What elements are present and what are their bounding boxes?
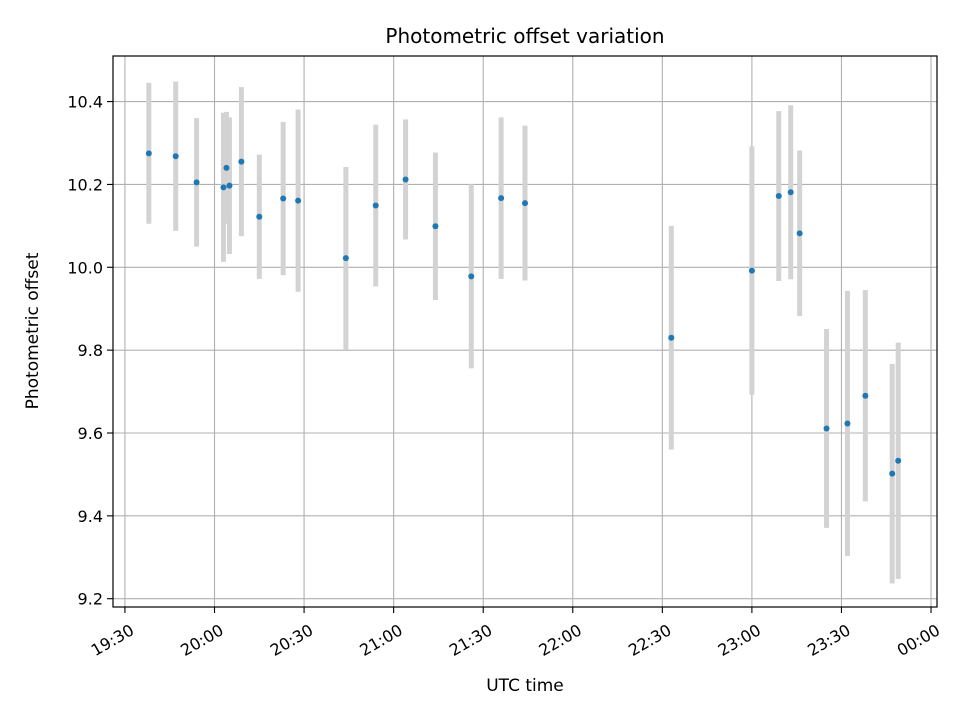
data-point: [823, 425, 830, 432]
data-point: [223, 164, 230, 171]
y-axis-title: Photometric offset: [23, 252, 43, 409]
data-point: [193, 179, 200, 186]
x-axis: 19:30 20:00 20:30 21:00 21:30 22:00 22:30 23:00…: [88, 607, 943, 660]
x-tick-label: 21:00: [356, 620, 405, 660]
y-tick-label: 9.2: [78, 590, 103, 609]
data-point: [432, 223, 439, 230]
data-point: [280, 195, 287, 202]
y-tick-label: 10.2: [67, 175, 103, 194]
data-point: [668, 334, 675, 341]
x-tick-label: 22:30: [625, 620, 674, 660]
y-tick-label: 10.0: [67, 258, 103, 277]
data-point: [226, 182, 233, 189]
data-point: [172, 153, 179, 160]
data-point: [498, 195, 505, 202]
data-point: [295, 197, 302, 204]
data-point: [468, 273, 475, 280]
data-point: [402, 176, 409, 183]
data-point: [862, 392, 869, 399]
x-tick-label: 23:00: [715, 620, 764, 660]
data-points: [145, 150, 902, 477]
data-point: [238, 158, 245, 165]
x-tick-label: 20:00: [177, 620, 226, 660]
data-point: [889, 470, 896, 477]
data-point: [372, 202, 379, 209]
error-bars: [146, 81, 901, 584]
y-axis: 9.2 9.4 9.6 9.8 10.0 10.2 10.4: [67, 93, 113, 609]
data-point: [256, 213, 263, 220]
x-tick-label: 20:30: [267, 620, 316, 660]
data-point: [895, 457, 902, 464]
x-axis-title: UTC time: [486, 676, 564, 696]
chart-title: Photometric offset variation: [385, 24, 664, 48]
x-tick-label: 21:30: [446, 620, 495, 660]
data-point: [775, 193, 782, 200]
data-point: [522, 200, 528, 207]
x-tick-label: 00:00: [894, 620, 943, 660]
x-tick-label: 22:00: [536, 620, 585, 660]
y-tick-label: 9.8: [78, 341, 103, 360]
y-tick-label: 9.6: [78, 424, 103, 443]
grid: [113, 56, 937, 607]
data-point: [796, 230, 803, 237]
data-point: [145, 150, 152, 157]
data-point: [220, 184, 227, 191]
x-tick-label: 23:30: [804, 620, 853, 660]
plot-frame: [112, 55, 938, 608]
data-point: [787, 189, 794, 196]
data-point: [748, 267, 755, 274]
data-point: [844, 420, 851, 427]
data-point: [342, 255, 349, 262]
x-tick-label: 19:30: [88, 620, 137, 660]
y-tick-label: 10.4: [67, 93, 103, 112]
y-tick-label: 9.4: [78, 507, 103, 526]
